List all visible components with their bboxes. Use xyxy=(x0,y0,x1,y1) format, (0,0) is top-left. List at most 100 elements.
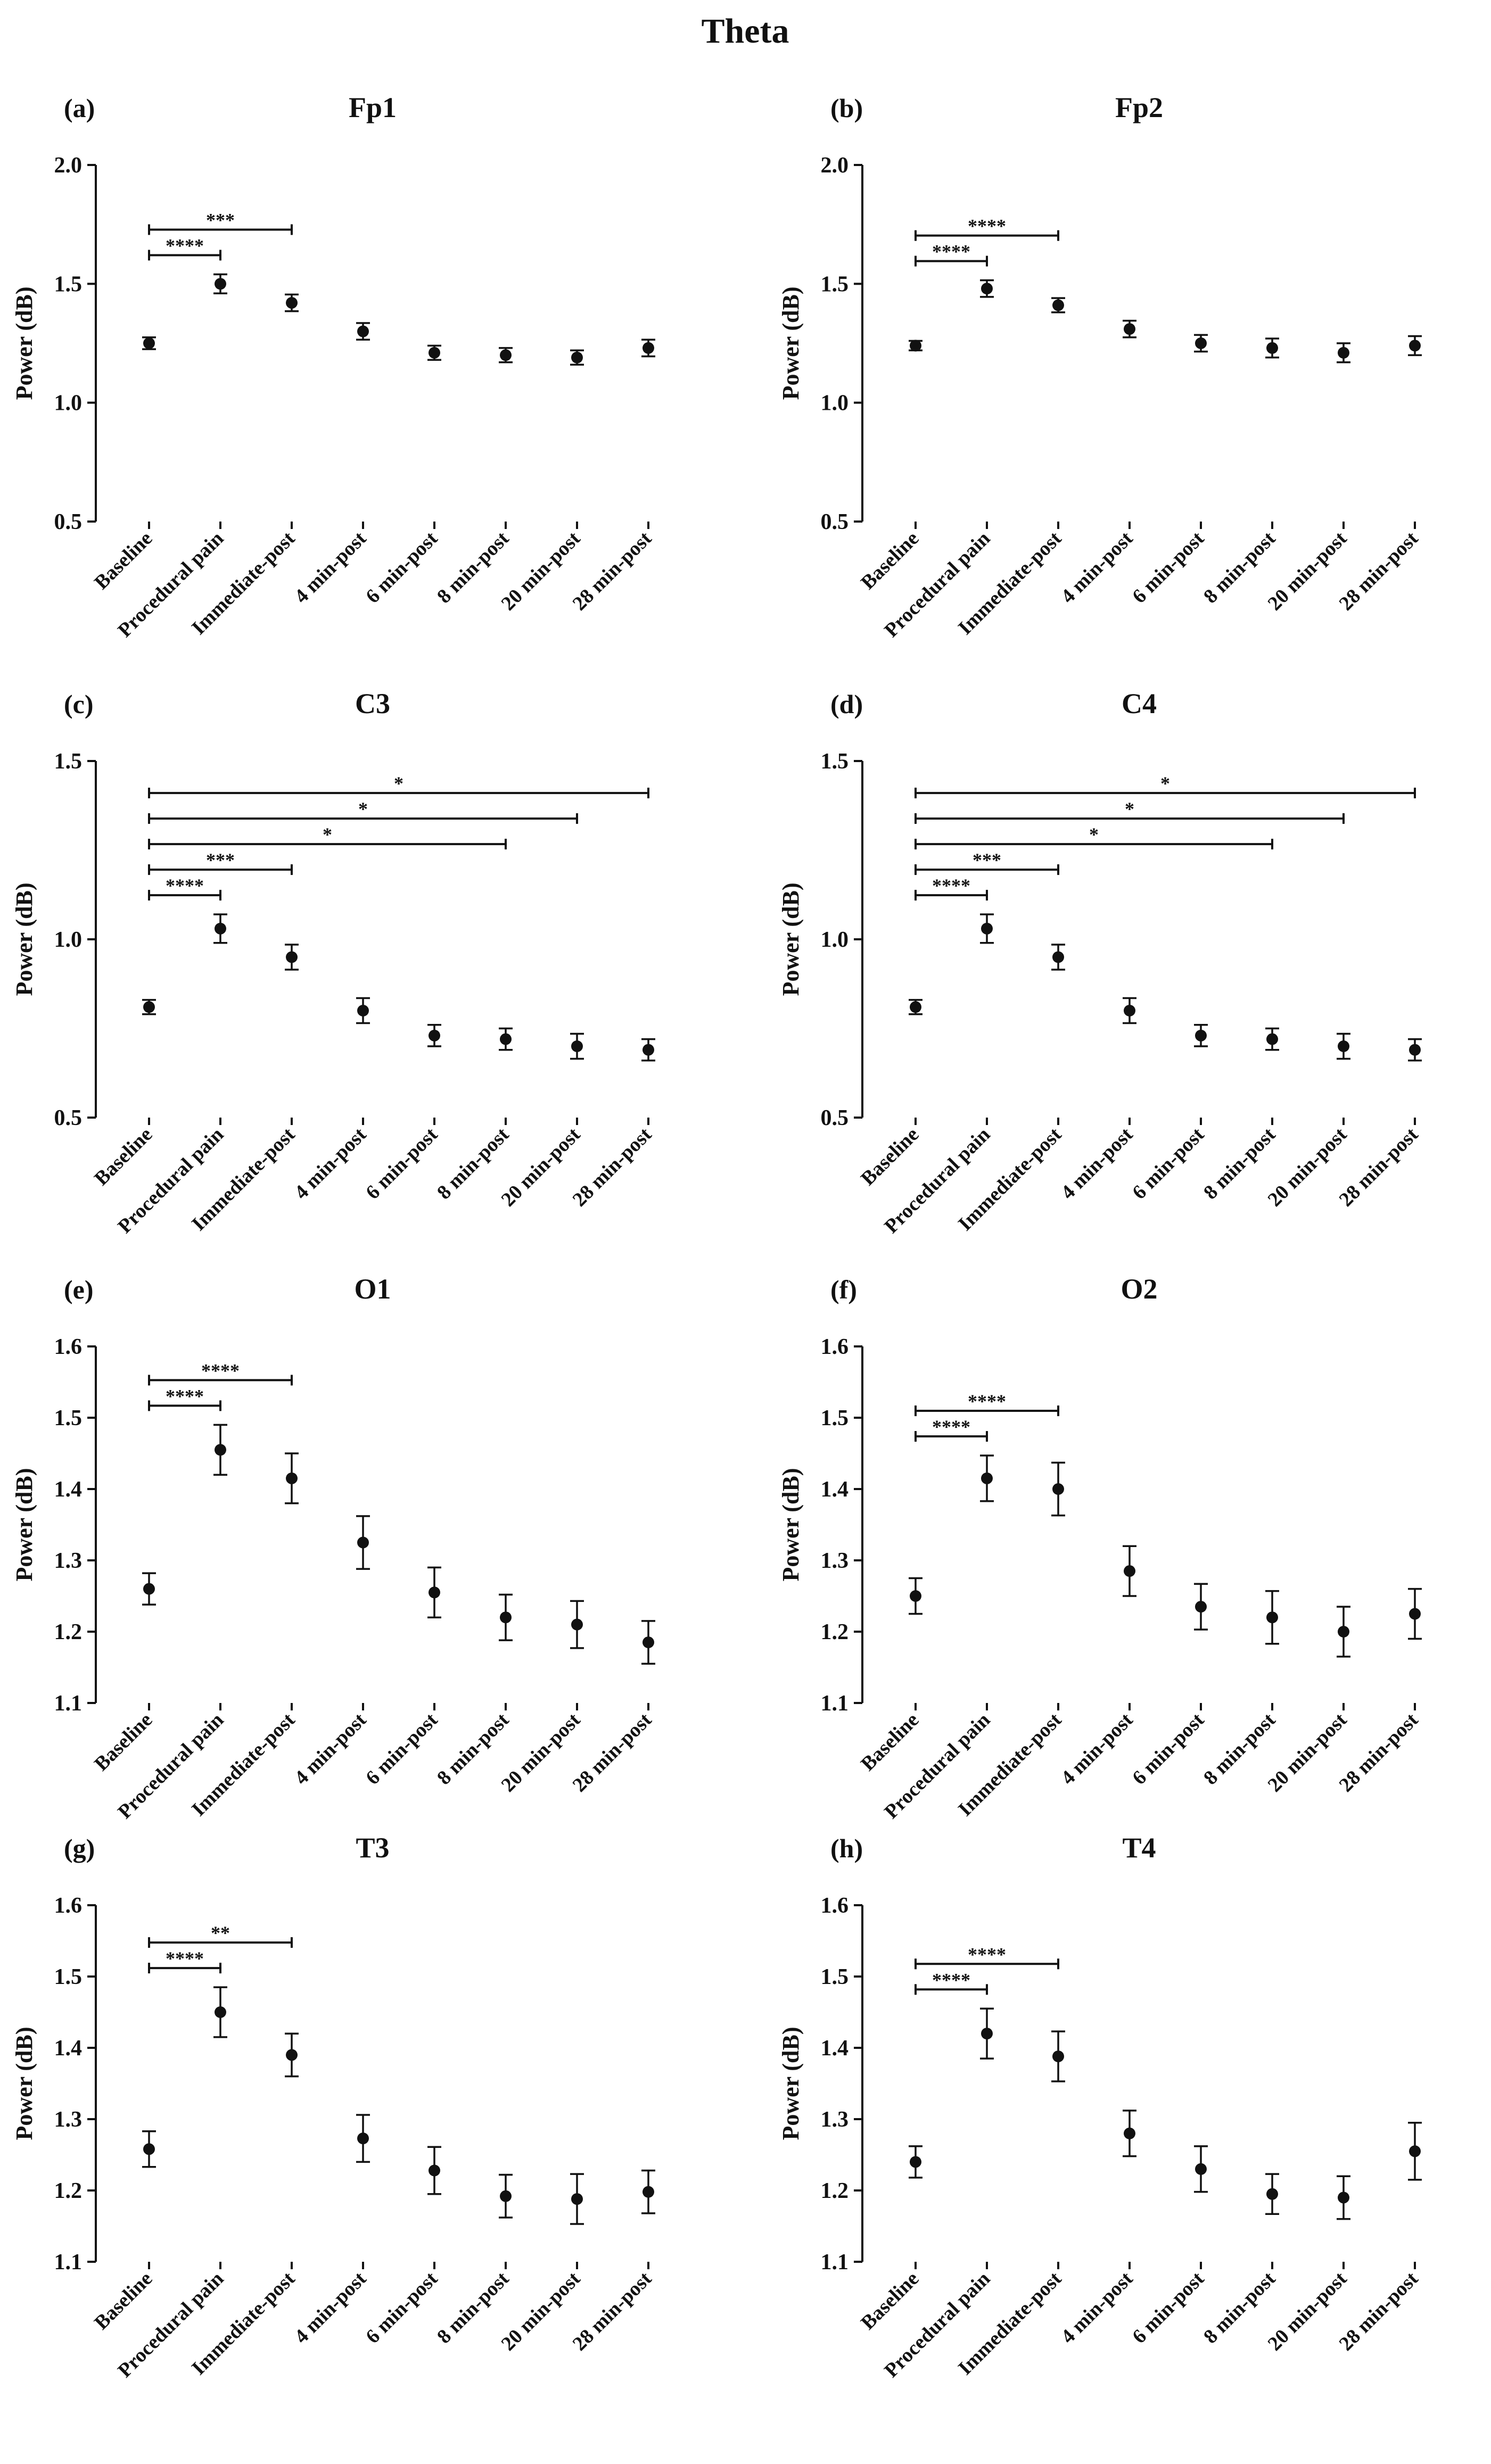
panel-title: Fp1 xyxy=(349,92,397,123)
y-tick-label: 0.5 xyxy=(54,1106,83,1130)
y-tick-label: 1.6 xyxy=(821,1894,849,1918)
data-point xyxy=(143,2143,155,2155)
y-tick-label: 1.5 xyxy=(821,272,849,296)
data-point xyxy=(1409,1044,1421,1056)
data-point xyxy=(1338,346,1349,359)
data-point xyxy=(215,922,226,935)
significance-label: * xyxy=(323,824,332,845)
data-point xyxy=(500,2190,512,2202)
y-axis-label: Power (dB) xyxy=(778,882,804,996)
data-point xyxy=(1338,1040,1349,1052)
data-point xyxy=(286,2049,298,2061)
y-tick-label: 2.0 xyxy=(54,153,83,178)
significance-label: **** xyxy=(968,216,1006,237)
data-point xyxy=(910,1001,921,1013)
data-point xyxy=(1124,1005,1135,1016)
y-tick-label: 1.2 xyxy=(821,1620,849,1644)
significance-bracket: **** xyxy=(148,1385,221,1411)
significance-bracket: * xyxy=(915,773,1416,799)
y-axis-label: Power (dB) xyxy=(11,2027,37,2140)
significance-bracket: **** xyxy=(915,241,988,267)
x-tick-label: 6 min-post xyxy=(361,1123,442,1204)
y-tick-label: 1.0 xyxy=(821,928,849,952)
data-point xyxy=(286,951,298,963)
data-point xyxy=(1052,2050,1064,2063)
data-point xyxy=(1052,951,1064,963)
x-tick-label: 6 min-post xyxy=(361,1708,442,1789)
y-tick-label: 1.4 xyxy=(821,1477,849,1502)
y-tick-label: 1.3 xyxy=(821,2107,849,2132)
data-point xyxy=(1124,2127,1135,2139)
data-point xyxy=(981,922,993,935)
data-point xyxy=(642,1044,654,1056)
significance-label: **** xyxy=(166,1948,204,1969)
y-tick-label: 2.0 xyxy=(821,153,849,178)
significance-label: **** xyxy=(166,235,204,256)
x-tick-label: Baseline xyxy=(856,1123,923,1190)
y-tick-label: 1.2 xyxy=(54,2179,83,2203)
figure-title: Theta xyxy=(702,12,789,51)
x-tick-label: 4 min-post xyxy=(1057,527,1138,608)
panel-t4: (h) T4 1.1 1.2 1.3 1.4 1.5 1.6 Power (dB) Baselin… xyxy=(778,1832,1423,2382)
data-point xyxy=(571,1040,583,1052)
x-tick-label: 6 min-post xyxy=(1128,1708,1209,1789)
x-tick-label: Baseline xyxy=(856,1709,923,1775)
significance-label: *** xyxy=(973,849,1001,871)
x-tick-label: Baseline xyxy=(90,1709,156,1775)
x-tick-label: 4 min-post xyxy=(290,2267,371,2348)
data-point xyxy=(215,1444,226,1456)
y-tick-label: 1.3 xyxy=(821,1549,849,1573)
data-point xyxy=(981,1472,993,1484)
x-tick-label: 6 min-post xyxy=(1128,1123,1209,1204)
significance-bracket: **** xyxy=(915,875,988,901)
data-point xyxy=(910,340,921,352)
panel-title: C4 xyxy=(1122,688,1157,720)
significance-label: **** xyxy=(166,875,204,896)
significance-label: **** xyxy=(932,1416,970,1437)
data-point xyxy=(1409,340,1421,352)
data-point xyxy=(1266,1033,1278,1045)
panel-label: (b) xyxy=(830,93,863,123)
y-tick-label: 1.4 xyxy=(54,2036,83,2061)
panel-title: Fp2 xyxy=(1115,92,1163,123)
significance-label: * xyxy=(1160,773,1170,794)
significance-label: **** xyxy=(968,1944,1006,1965)
data-point xyxy=(1124,1565,1135,1577)
panel-t3: (g) T3 1.1 1.2 1.3 1.4 1.5 1.6 Power (dB) Baselin… xyxy=(11,1832,656,2382)
data-point xyxy=(1266,2188,1278,2200)
y-tick-label: 1.2 xyxy=(54,1620,83,1644)
data-point xyxy=(357,1005,369,1016)
y-axis-label: Power (dB) xyxy=(778,286,804,400)
x-tick-label: Baseline xyxy=(90,1123,156,1190)
y-axis-label: Power (dB) xyxy=(11,286,37,400)
significance-bracket: **** xyxy=(915,216,1059,241)
data-point xyxy=(500,349,512,361)
data-point xyxy=(571,2193,583,2205)
panel-o1: (e) O1 1.1 1.2 1.3 1.4 1.5 1.6 Power (dB) Baselin… xyxy=(11,1273,656,1823)
data-point xyxy=(215,278,226,290)
x-tick-label: 4 min-post xyxy=(1057,1708,1138,1789)
data-point xyxy=(910,1590,921,1602)
data-point xyxy=(143,1001,155,1013)
panel-label: (d) xyxy=(830,689,863,719)
significance-bracket: **** xyxy=(148,875,221,901)
y-axis-label: Power (dB) xyxy=(11,1468,37,1581)
significance-label: **** xyxy=(932,241,970,262)
data-point xyxy=(910,2156,921,2168)
y-tick-label: 1.6 xyxy=(821,1335,849,1359)
data-point xyxy=(1052,1483,1064,1495)
significance-label: *** xyxy=(206,849,235,871)
x-tick-label: 6 min-post xyxy=(361,527,442,608)
y-tick-label: 1.1 xyxy=(54,1691,83,1716)
panel-title: C3 xyxy=(355,688,390,720)
panel-title: O2 xyxy=(1121,1273,1157,1305)
data-point xyxy=(357,2132,369,2145)
panel-o2: (f) O2 1.1 1.2 1.3 1.4 1.5 1.6 Power (dB) Baselin… xyxy=(778,1273,1423,1823)
data-point xyxy=(500,1033,512,1045)
y-tick-label: 1.1 xyxy=(54,2250,83,2275)
significance-label: **** xyxy=(968,1391,1006,1412)
significance-bracket: **** xyxy=(915,1416,988,1442)
significance-label: **** xyxy=(932,875,970,896)
